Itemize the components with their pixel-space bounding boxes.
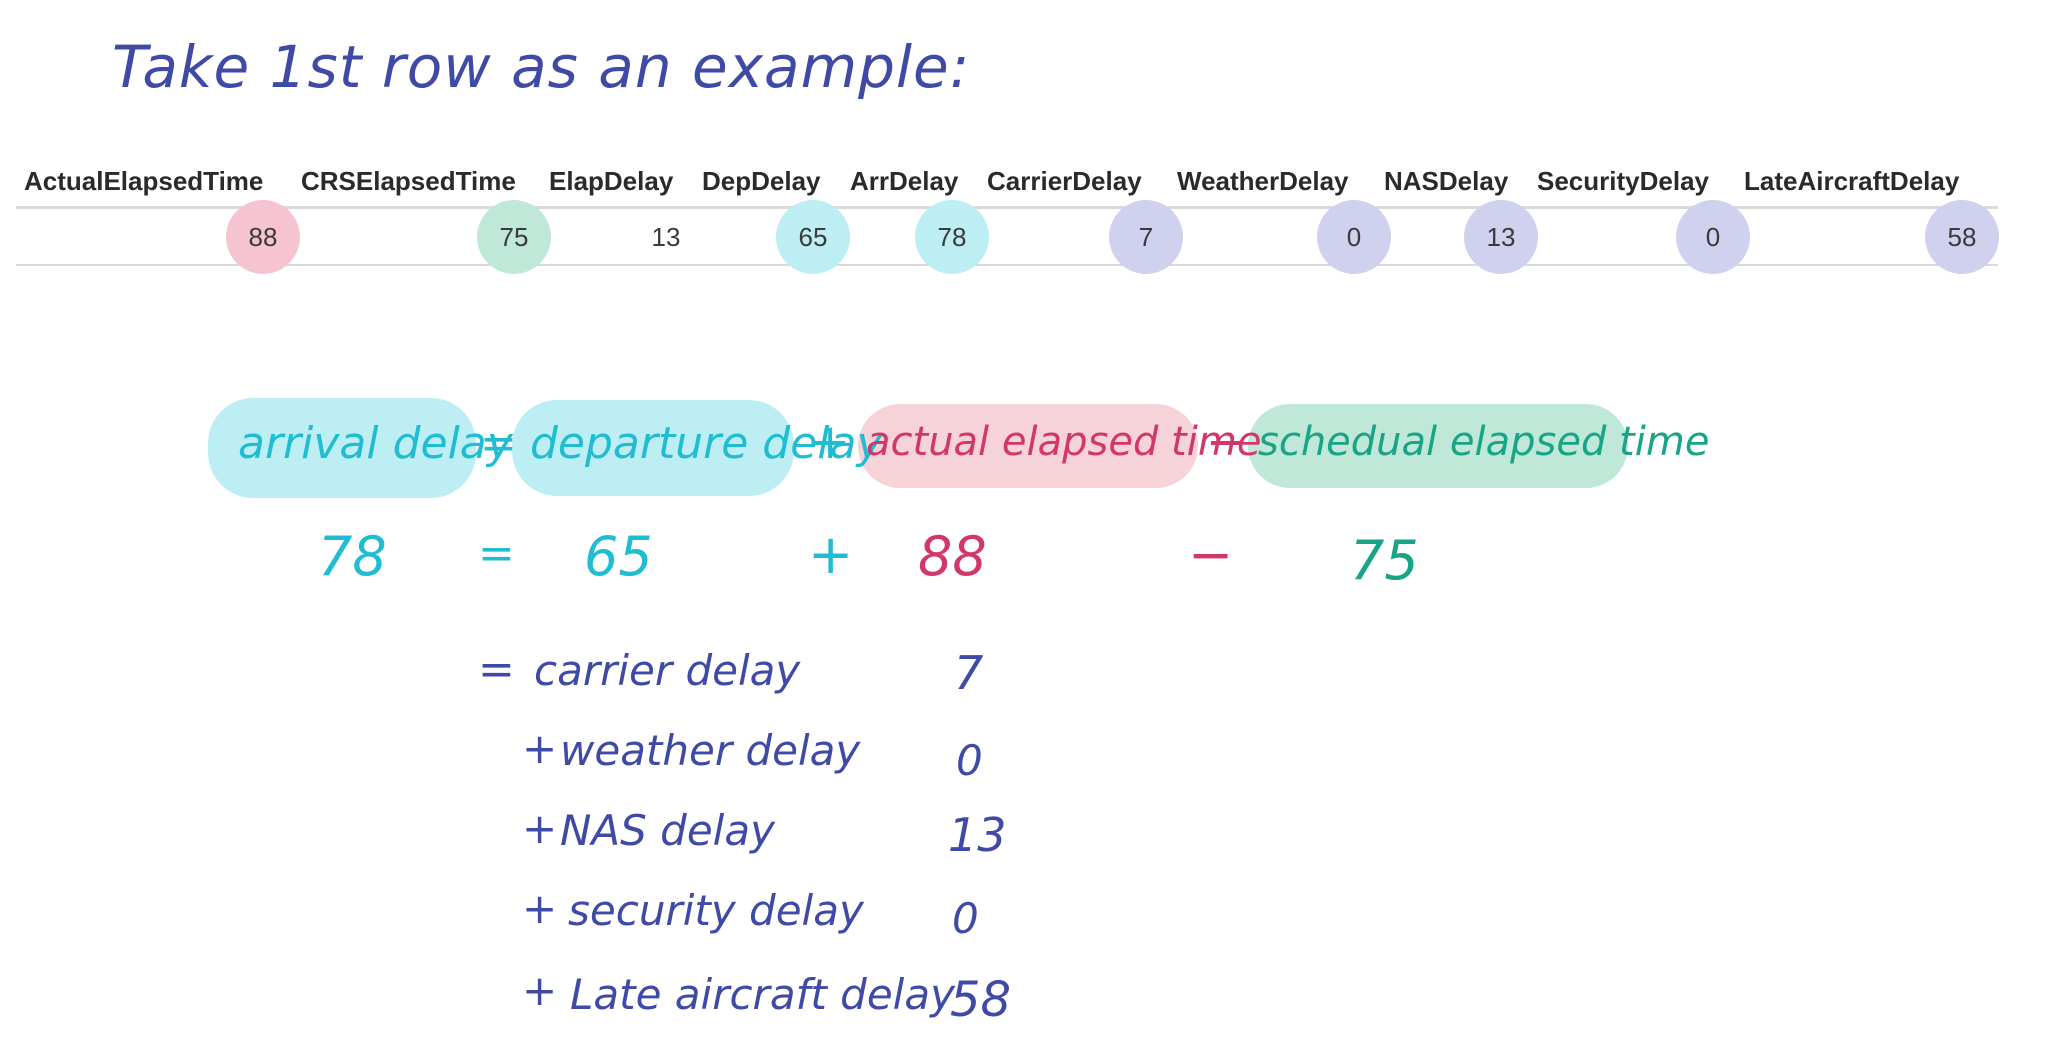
breakdown-label: weather delay: [560, 726, 861, 775]
table-cell: 88: [248, 222, 278, 252]
column-header: WeatherDelay: [1177, 166, 1349, 196]
departure-delay-term: departure delay: [530, 418, 883, 469]
plus-sign-values: +: [808, 523, 854, 586]
plus-sign: +: [810, 414, 851, 470]
minus-sign-values: −: [1188, 523, 1234, 586]
column-header: DepDelay: [702, 166, 821, 196]
column-header: LateAircraftDelay: [1744, 166, 1960, 196]
column-header: CRSElapsedTime: [301, 166, 516, 196]
table-header-divider: [16, 206, 1998, 209]
highlight-actual-elapsed: [226, 200, 300, 274]
highlight-arrival-delay: [208, 398, 476, 498]
breakdown-value: 58: [950, 972, 1012, 1028]
breakdown-label: carrier delay: [534, 646, 801, 695]
column-header: ArrDelay: [850, 166, 959, 196]
table-cell: 75: [499, 222, 529, 252]
breakdown-label: NAS delay: [560, 806, 775, 855]
highlight-late-aircraft-delay: [1925, 200, 1999, 274]
highlight-departure-delay: [512, 400, 794, 496]
arrival-delay-value: 78: [318, 525, 387, 588]
page-title: Take 1st row as an example:: [112, 33, 971, 101]
highlight-carrier-delay: [1109, 200, 1183, 274]
breakdown-value: 13: [948, 808, 1007, 862]
breakdown-prefix: +: [522, 724, 558, 773]
actual-elapsed-time-term: actual elapsed time: [866, 419, 1262, 465]
breakdown-value: 0: [956, 736, 983, 785]
breakdown-prefix: =: [478, 644, 515, 695]
highlight-crs-elapsed: [477, 200, 551, 274]
departure-delay-value: 65: [584, 525, 653, 588]
breakdown-prefix: +: [522, 884, 558, 933]
breakdown-label: security delay: [568, 886, 864, 935]
equals-sign-values: =: [478, 528, 515, 579]
table-cell: 78: [937, 222, 967, 252]
breakdown-prefix: +: [522, 804, 558, 853]
equals-sign: =: [480, 418, 517, 469]
table-cell: 13: [651, 222, 681, 252]
highlight-arr-delay: [915, 200, 989, 274]
breakdown-prefix: +: [522, 966, 558, 1015]
arrival-delay-term: arrival delay: [238, 418, 513, 469]
breakdown-value: 7: [954, 646, 984, 700]
column-header: CarrierDelay: [987, 166, 1142, 196]
table-cell: 7: [1138, 222, 1154, 252]
table-cell: 0: [1705, 222, 1721, 252]
highlight-dep-delay: [776, 200, 850, 274]
table-cell: 0: [1346, 222, 1362, 252]
table-cell: 58: [1947, 222, 1977, 252]
actual-elapsed-value: 88: [918, 525, 987, 588]
table-row-divider: [16, 264, 1998, 266]
column-header: SecurityDelay: [1537, 166, 1709, 196]
highlight-weather-delay: [1317, 200, 1391, 274]
table-cell: 13: [1486, 222, 1516, 252]
scheduled-elapsed-value: 75: [1350, 529, 1419, 592]
highlight-actual-elapsed-time: [858, 404, 1198, 488]
highlight-security-delay: [1676, 200, 1750, 274]
highlight-scheduled-elapsed-time: [1248, 404, 1628, 488]
column-header: ElapDelay: [549, 166, 674, 196]
highlight-nas-delay: [1464, 200, 1538, 274]
breakdown-value: 0: [952, 894, 979, 943]
table-cell: 65: [798, 222, 828, 252]
minus-sign: −: [1206, 414, 1247, 470]
column-header: NASDelay: [1384, 166, 1509, 196]
breakdown-label: Late aircraft delay: [570, 970, 955, 1019]
scheduled-elapsed-time-term: schedual elapsed time: [1258, 419, 1710, 465]
column-header: ActualElapsedTime: [24, 166, 264, 196]
